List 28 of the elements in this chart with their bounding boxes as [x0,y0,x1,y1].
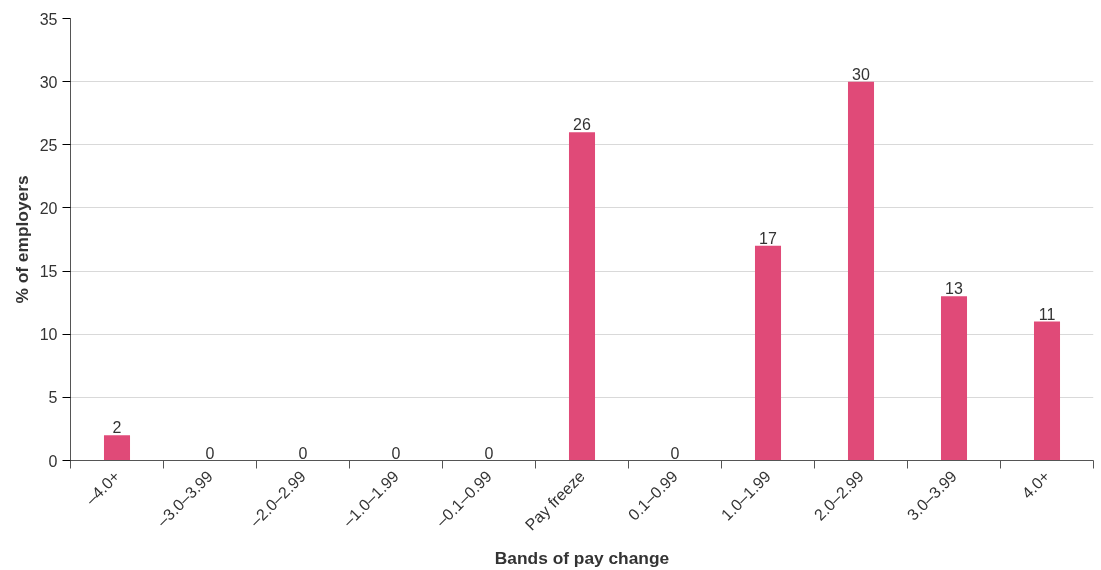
data-label: 0 [670,444,680,462]
bar [754,245,782,461]
bar [940,296,968,461]
bar [1033,321,1061,461]
y-tick-label: 10 [39,326,58,344]
data-label: 0 [298,444,308,462]
y-tick-label: 35 [39,10,58,28]
data-label: 2 [112,419,122,437]
x-axis-title: Bands of pay change [494,547,670,568]
y-tick-label: 5 [48,389,58,407]
data-label: 26 [573,116,591,134]
bar [568,132,596,461]
data-label: 17 [759,229,777,247]
bar [103,435,131,461]
y-tick-label: 0 [48,452,58,470]
data-label: 30 [852,65,870,83]
data-label: 13 [945,280,963,298]
y-tick-label: 25 [39,136,58,154]
data-label: 11 [1038,305,1056,323]
y-tick-label: 20 [39,199,58,217]
bar [847,81,875,461]
data-label: 0 [391,444,401,462]
y-axis-title: % of employers [11,175,32,304]
y-tick-label: 15 [39,263,58,281]
data-label: 0 [205,444,215,462]
data-label: 0 [484,444,494,462]
y-tick-label: 30 [39,73,58,91]
x-tick-label: 4.0+ [1018,467,1054,502]
